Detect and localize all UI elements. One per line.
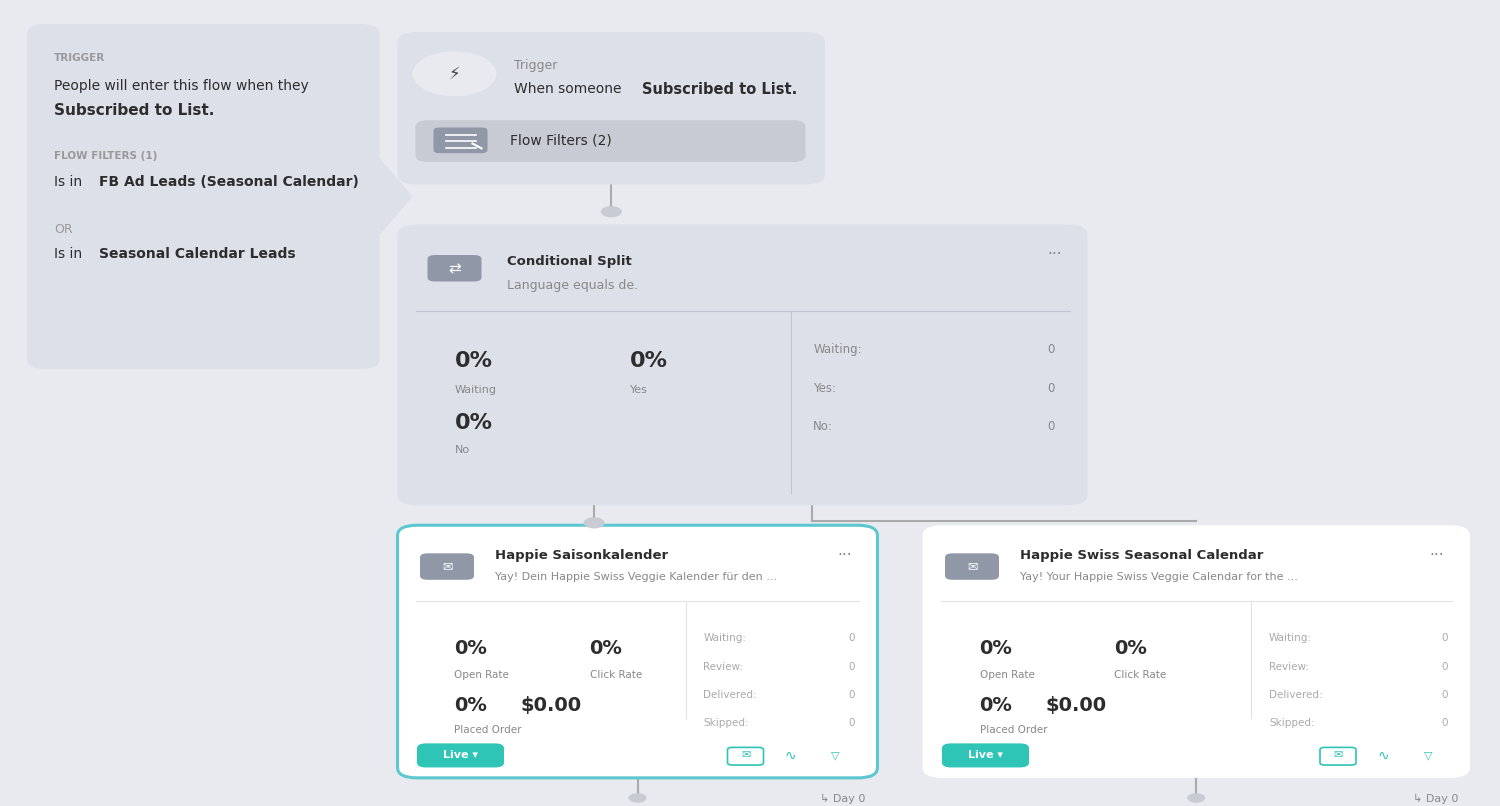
Text: ∿: ∿ xyxy=(784,749,796,762)
Text: Yay! Dein Happie Swiss Veggie Kalender für den ...: Yay! Dein Happie Swiss Veggie Kalender f… xyxy=(495,571,777,582)
Text: 0: 0 xyxy=(1047,343,1054,356)
Text: Delivered:: Delivered: xyxy=(1269,690,1323,700)
Circle shape xyxy=(413,52,497,96)
Text: OR: OR xyxy=(54,223,72,236)
Text: Live ▾: Live ▾ xyxy=(442,750,478,760)
Text: ⚡: ⚡ xyxy=(448,64,460,83)
Text: FLOW FILTERS (1): FLOW FILTERS (1) xyxy=(54,151,158,160)
Polygon shape xyxy=(380,158,412,235)
Text: ...: ... xyxy=(1047,242,1062,257)
Text: Delivered:: Delivered: xyxy=(704,690,758,700)
Text: Seasonal Calendar Leads: Seasonal Calendar Leads xyxy=(99,247,296,261)
Text: NO: NO xyxy=(801,530,822,542)
FancyBboxPatch shape xyxy=(417,743,504,767)
Text: 0: 0 xyxy=(849,690,855,700)
Text: ...: ... xyxy=(837,543,852,558)
Text: 0%: 0% xyxy=(454,351,492,372)
Text: 0: 0 xyxy=(1442,633,1448,642)
Text: ↳ Day 0: ↳ Day 0 xyxy=(821,794,866,804)
Circle shape xyxy=(600,206,621,218)
Text: Waiting:: Waiting: xyxy=(813,343,862,356)
Text: Click Rate: Click Rate xyxy=(1114,670,1167,679)
Text: Yay! Your Happie Swiss Veggie Calendar for the ...: Yay! Your Happie Swiss Veggie Calendar f… xyxy=(1020,571,1298,582)
Text: Is in: Is in xyxy=(54,247,87,261)
Text: 0: 0 xyxy=(849,662,855,671)
Text: Open Rate: Open Rate xyxy=(454,670,510,679)
Text: 0%: 0% xyxy=(590,639,622,659)
Text: Open Rate: Open Rate xyxy=(980,670,1035,679)
Text: No: No xyxy=(454,445,470,455)
Text: 0: 0 xyxy=(1442,662,1448,671)
Text: Happie Saisonkalender: Happie Saisonkalender xyxy=(495,550,668,563)
Text: Happie Swiss Seasonal Calendar: Happie Swiss Seasonal Calendar xyxy=(1020,550,1263,563)
Text: ✉: ✉ xyxy=(442,560,453,573)
Text: ✉: ✉ xyxy=(966,560,978,573)
Text: Yes: Yes xyxy=(630,385,648,395)
Text: FB Ad Leads (Seasonal Calendar): FB Ad Leads (Seasonal Calendar) xyxy=(99,175,358,189)
Text: YES: YES xyxy=(582,530,606,542)
Text: ↳ Day 0: ↳ Day 0 xyxy=(1413,794,1458,804)
Text: TRIGGER: TRIGGER xyxy=(54,53,105,63)
Text: ▽: ▽ xyxy=(831,750,840,760)
Text: Review:: Review: xyxy=(704,662,744,671)
Text: People will enter this flow when they: People will enter this flow when they xyxy=(54,79,309,93)
Text: Review:: Review: xyxy=(1269,662,1310,671)
Text: No:: No: xyxy=(813,420,832,433)
Text: Yes:: Yes: xyxy=(813,382,837,395)
Text: Placed Order: Placed Order xyxy=(980,725,1047,735)
Text: 0: 0 xyxy=(849,717,855,728)
Text: Is in: Is in xyxy=(54,175,87,189)
Text: 0: 0 xyxy=(849,633,855,642)
Text: Waiting: Waiting xyxy=(454,385,497,395)
Text: 0: 0 xyxy=(1442,690,1448,700)
FancyBboxPatch shape xyxy=(433,127,488,153)
Text: Trigger: Trigger xyxy=(514,59,558,72)
Text: When someone: When someone xyxy=(514,81,627,96)
Text: Flow Filters (2): Flow Filters (2) xyxy=(510,133,612,147)
FancyBboxPatch shape xyxy=(427,255,482,281)
Text: Waiting:: Waiting: xyxy=(704,633,747,642)
Text: 0: 0 xyxy=(1047,382,1054,395)
Text: 0%: 0% xyxy=(980,696,1012,715)
Text: Subscribed to List.: Subscribed to List. xyxy=(642,81,798,97)
Text: 0: 0 xyxy=(1442,717,1448,728)
FancyBboxPatch shape xyxy=(398,526,878,778)
Text: Conditional Split: Conditional Split xyxy=(507,255,632,268)
FancyBboxPatch shape xyxy=(942,743,1029,767)
FancyBboxPatch shape xyxy=(420,554,474,580)
Text: Skipped:: Skipped: xyxy=(704,717,748,728)
FancyBboxPatch shape xyxy=(398,225,1088,505)
Text: Language equals de.: Language equals de. xyxy=(507,279,638,292)
FancyBboxPatch shape xyxy=(922,526,1470,778)
Text: 0%: 0% xyxy=(454,413,492,433)
FancyBboxPatch shape xyxy=(398,32,825,185)
Text: 0: 0 xyxy=(1047,420,1054,433)
Text: ✉: ✉ xyxy=(741,750,750,760)
Text: Click Rate: Click Rate xyxy=(590,670,642,679)
Text: ⇄: ⇄ xyxy=(448,261,460,276)
FancyBboxPatch shape xyxy=(945,554,999,580)
Text: ...: ... xyxy=(1430,543,1444,558)
Text: Placed Order: Placed Order xyxy=(454,725,522,735)
FancyBboxPatch shape xyxy=(27,24,380,369)
Text: ✉: ✉ xyxy=(1334,750,1342,760)
Circle shape xyxy=(584,517,604,529)
Text: 0%: 0% xyxy=(454,696,488,715)
Text: 0%: 0% xyxy=(980,639,1012,659)
Text: 0%: 0% xyxy=(1114,639,1148,659)
Text: 0%: 0% xyxy=(454,639,488,659)
FancyBboxPatch shape xyxy=(416,120,806,162)
Text: $0.00: $0.00 xyxy=(520,696,582,715)
Text: 0%: 0% xyxy=(630,351,668,372)
Text: Skipped:: Skipped: xyxy=(1269,717,1314,728)
Text: Live ▾: Live ▾ xyxy=(968,750,1004,760)
Text: ∿: ∿ xyxy=(1377,749,1389,762)
Text: Waiting:: Waiting: xyxy=(1269,633,1312,642)
Text: Subscribed to List.: Subscribed to List. xyxy=(54,102,214,118)
Circle shape xyxy=(628,793,646,803)
Circle shape xyxy=(1188,793,1206,803)
Text: $0.00: $0.00 xyxy=(1046,696,1107,715)
Text: ▽: ▽ xyxy=(1424,750,1432,760)
